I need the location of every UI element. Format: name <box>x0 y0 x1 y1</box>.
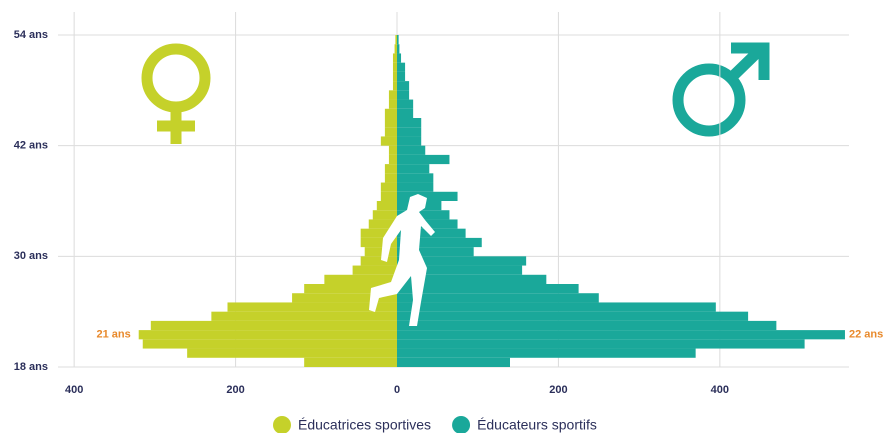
bar <box>397 81 410 91</box>
bar <box>397 136 422 146</box>
bar <box>304 284 397 294</box>
bar <box>380 182 397 192</box>
bar <box>397 53 402 63</box>
bar <box>324 274 397 284</box>
bar <box>397 191 458 201</box>
legend-marker <box>273 416 291 433</box>
x-tick-label: 200 <box>226 384 244 396</box>
bar <box>397 164 430 174</box>
bar <box>384 108 397 118</box>
y-tick-label: 42 ans <box>14 140 48 152</box>
bar <box>388 90 397 100</box>
bar <box>397 173 434 183</box>
bar <box>364 247 397 257</box>
bar <box>397 99 414 109</box>
bar <box>292 293 397 303</box>
bar <box>392 62 397 72</box>
bar <box>397 71 406 82</box>
bar <box>397 210 450 220</box>
bar <box>397 247 474 257</box>
annotation: 22 ans <box>849 329 883 341</box>
bar <box>397 256 527 266</box>
bar <box>360 228 397 238</box>
male-symbol <box>672 42 770 137</box>
bar <box>397 35 399 45</box>
bar <box>397 284 579 294</box>
bar <box>392 53 397 63</box>
bar <box>397 237 482 248</box>
bar <box>384 118 397 128</box>
bar <box>397 274 547 284</box>
bar <box>211 311 397 321</box>
legend-label: Éducateurs sportifs <box>477 417 597 433</box>
legend-label: Éducatrices sportives <box>298 417 431 433</box>
bar <box>360 237 397 248</box>
bar <box>397 357 510 367</box>
bar <box>388 99 397 109</box>
bar <box>380 191 397 201</box>
bar <box>397 62 406 72</box>
y-tick-label: 30 ans <box>14 250 48 262</box>
bar <box>397 320 777 331</box>
bar <box>397 182 434 192</box>
bar <box>187 348 397 358</box>
y-tick-label: 18 ans <box>14 361 48 373</box>
female-symbol <box>141 43 211 144</box>
bar <box>397 108 414 118</box>
bar <box>397 90 410 100</box>
y-tick-label: 54 ans <box>14 29 48 41</box>
bar <box>392 71 397 82</box>
legend: Éducatrices sportives Éducateurs sportifs <box>273 416 597 433</box>
bar <box>384 173 397 183</box>
bar <box>368 219 397 229</box>
bar <box>397 154 450 165</box>
bar <box>395 35 397 45</box>
bar <box>397 302 716 312</box>
bar <box>352 265 397 275</box>
bar <box>150 320 397 331</box>
runner-icon <box>369 194 435 326</box>
bar <box>372 210 397 220</box>
bar <box>397 330 845 340</box>
bar <box>388 145 397 155</box>
bar <box>397 293 599 303</box>
bar <box>227 302 397 312</box>
bar <box>384 127 397 137</box>
bar <box>397 311 749 321</box>
bar <box>142 339 397 349</box>
bar <box>397 339 805 349</box>
bar <box>380 136 397 146</box>
bar <box>397 44 400 54</box>
bar <box>397 127 422 137</box>
bar <box>397 265 523 275</box>
bar <box>388 154 397 165</box>
legend-marker <box>452 416 471 433</box>
bar <box>394 44 397 54</box>
bar <box>384 164 397 174</box>
x-tick-label: 200 <box>549 384 567 396</box>
bar <box>397 145 426 155</box>
bar <box>392 81 397 91</box>
bar <box>360 256 397 266</box>
bar <box>304 357 397 367</box>
x-tick-label: 400 <box>65 384 83 396</box>
x-tick-label: 0 <box>394 384 400 396</box>
bar <box>397 348 696 358</box>
bar <box>138 330 397 340</box>
bar <box>376 201 397 211</box>
annotation: 21 ans <box>96 329 130 341</box>
bar <box>397 118 422 128</box>
x-tick-label: 400 <box>711 384 729 396</box>
